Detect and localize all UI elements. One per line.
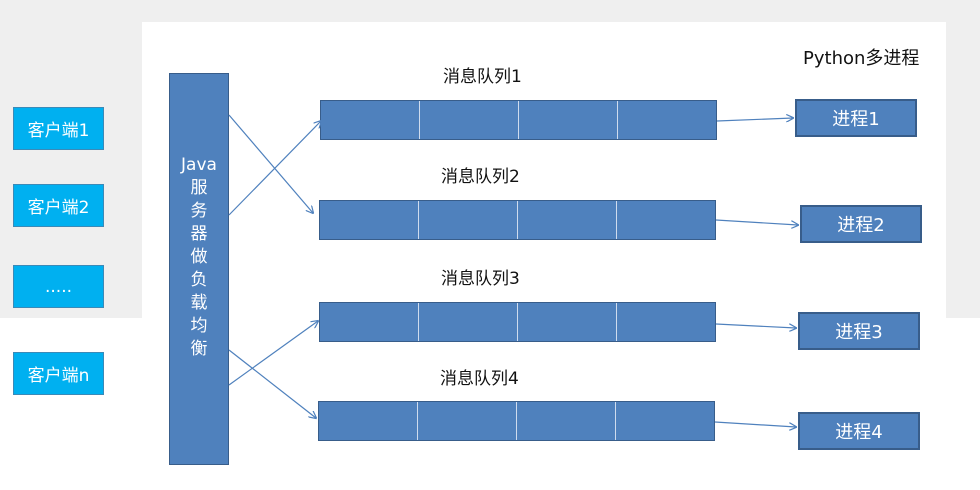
message-queue-4 (318, 401, 715, 441)
arrow-queue-1-to-process-1 (716, 118, 793, 121)
arrow-lb-to-queue-3 (228, 321, 318, 386)
queue-cell (616, 402, 714, 440)
load-balancer-char: 服 (190, 178, 208, 198)
queue-cell (518, 201, 617, 239)
queue-label-2: 消息队列2 (441, 167, 520, 187)
queue-cell (418, 402, 517, 440)
queue-cell (618, 101, 716, 139)
process-box-1: 进程1 (795, 99, 917, 137)
background-panel-top (142, 0, 980, 22)
queue-cell (419, 201, 518, 239)
load-balancer-char: 均 (190, 316, 208, 336)
queue-cell (419, 303, 518, 341)
queue-cell (321, 101, 420, 139)
process-box-3: 进程3 (798, 312, 920, 350)
load-balancer-box: Java 服 务 器 做 负 载 均 衡 (169, 73, 229, 465)
message-queue-2 (319, 200, 716, 240)
queue-cell (518, 303, 617, 341)
queue-label-4: 消息队列4 (440, 369, 519, 389)
arrow-lb-to-queue-1 (228, 121, 321, 216)
process-box-2: 进程2 (800, 205, 922, 243)
arrow-lb-to-queue-2 (228, 114, 313, 213)
arrow-queue-4-to-process-4 (714, 421, 796, 427)
queue-cell (320, 303, 419, 341)
client-box-1: 客户端1 (13, 107, 104, 150)
queue-cell (617, 303, 715, 341)
queue-label-3: 消息队列3 (441, 269, 520, 289)
message-queue-1 (320, 100, 717, 140)
client-box-2: 客户端2 (13, 184, 104, 227)
queue-cell (320, 201, 419, 239)
queue-cell (420, 101, 519, 139)
queue-cell (617, 201, 715, 239)
load-balancer-char: 衡 (190, 339, 208, 359)
message-queue-3 (319, 302, 716, 342)
load-balancer-char: 器 (190, 224, 208, 244)
client-box-ellipsis: ..... (13, 265, 104, 308)
background-panel-right (946, 0, 980, 318)
queue-label-1: 消息队列1 (443, 67, 522, 87)
load-balancer-char: 载 (190, 293, 208, 313)
client-box-n: 客户端n (13, 352, 104, 395)
queue-cell (519, 101, 618, 139)
queue-cell (319, 402, 418, 440)
queue-cell (517, 402, 616, 440)
load-balancer-char: 做 (190, 247, 208, 267)
process-box-4: 进程4 (798, 412, 920, 450)
load-balancer-char: 负 (190, 270, 208, 290)
python-multiprocess-label: Python多进程 (803, 48, 920, 69)
arrow-lb-to-queue-4 (228, 349, 316, 418)
arrow-queue-3-to-process-3 (715, 323, 796, 328)
load-balancer-char: 务 (190, 201, 208, 221)
arrow-queue-2-to-process-2 (715, 219, 798, 225)
load-balancer-title: Java (181, 155, 217, 175)
